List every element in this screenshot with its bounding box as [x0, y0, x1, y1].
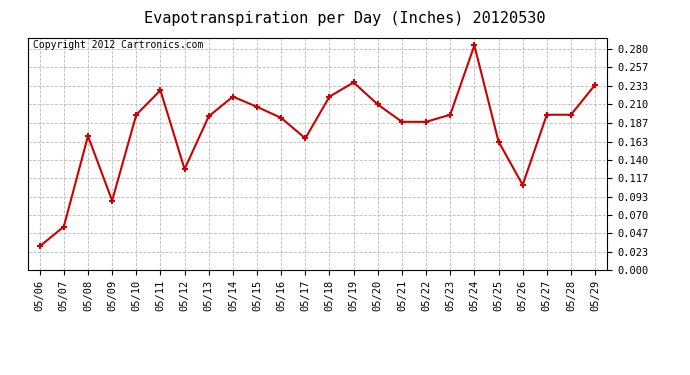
Text: Evapotranspiration per Day (Inches) 20120530: Evapotranspiration per Day (Inches) 2012…	[144, 11, 546, 26]
Text: Copyright 2012 Cartronics.com: Copyright 2012 Cartronics.com	[33, 40, 204, 50]
